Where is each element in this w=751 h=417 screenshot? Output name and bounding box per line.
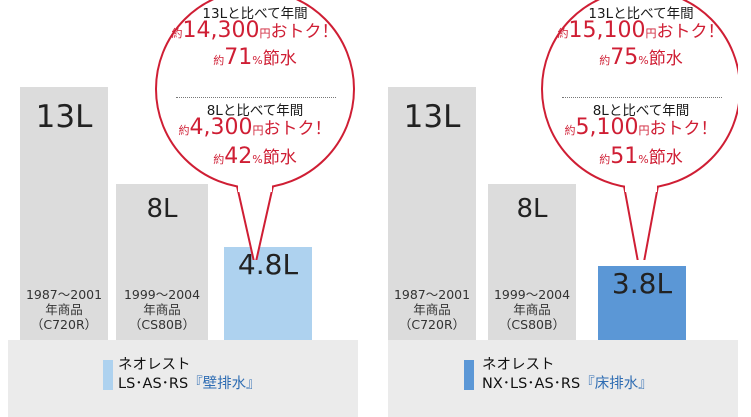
bar-neorest-right: 3.8L: [598, 266, 686, 340]
yen-unit: 円: [638, 124, 650, 137]
water-saving-percent: 42: [224, 144, 253, 169]
bar-category-label: 1987〜2001 年商品 （C720R）: [393, 287, 471, 332]
percent-unit: %: [638, 153, 649, 166]
yen-unit: 円: [252, 124, 264, 137]
water-saving-suffix: 節水: [262, 148, 297, 168]
bar-13l-right: 13L 1987〜2001 年商品 （C720R）: [388, 87, 476, 340]
approx-mark: 約: [599, 153, 611, 166]
percent-unit: %: [638, 54, 649, 67]
water-saving-suffix: 節水: [262, 49, 297, 69]
approx-mark: 約: [171, 27, 183, 40]
bar-value-label: 13L: [35, 99, 93, 135]
callout-water-saving-vs-13l: 約71%節水: [155, 44, 355, 70]
callout-divider: [562, 97, 722, 98]
bar-value-label: 13L: [403, 99, 461, 135]
legend-models: NX･LS･AS･RS: [482, 376, 581, 392]
bar-value-label: 8L: [146, 194, 178, 225]
saving-suffix: おトク！: [649, 119, 718, 139]
chart-panel-right: 13L 1987〜2001 年商品 （C720R） 8L 1999〜2004 年…: [388, 0, 738, 417]
percent-unit: %: [252, 54, 263, 67]
chart-base-left: [8, 340, 358, 417]
bar-value-label: 3.8L: [611, 267, 673, 301]
callout-water-saving-vs-13l: 約75%節水: [541, 44, 741, 70]
water-saving-percent: 51: [610, 144, 639, 169]
saving-amount: 14,300: [182, 18, 260, 43]
approx-mark: 約: [213, 153, 225, 166]
saving-suffix: おトク！: [270, 22, 339, 42]
water-saving-percent: 75: [610, 45, 639, 70]
callout-divider: [176, 97, 336, 98]
legend-swatch: [103, 360, 113, 390]
legend-drain-type: 『床排水』: [580, 376, 653, 392]
approx-mark: 約: [178, 124, 190, 137]
savings-callout-bubble-right: [541, 0, 738, 260]
yen-unit: 円: [645, 27, 657, 40]
legend-model-line: LS･AS･RS『壁排水』: [118, 372, 261, 393]
legend-product-name: ネオレスト: [482, 357, 555, 373]
bar-category-label: 1999〜2004 年商品 （CS80B）: [493, 286, 571, 332]
approx-mark: 約: [213, 54, 225, 67]
bar-category-label: 1987〜2001 年商品 （C720R）: [25, 287, 103, 332]
approx-mark: 約: [599, 54, 611, 67]
approx-mark: 約: [557, 27, 569, 40]
water-saving-suffix: 節水: [648, 49, 683, 69]
water-saving-percent: 71: [224, 45, 253, 70]
bar-value-label: 8L: [516, 194, 548, 225]
savings-callout-bubble-left: [155, 0, 355, 260]
approx-mark: 約: [564, 124, 576, 137]
callout-heading-vs-8l: 8Lと比べて年間: [206, 103, 304, 119]
bar-13l-left: 13L 1987〜2001 年商品 （C720R）: [20, 87, 108, 340]
callout-water-saving-vs-8l: 約42%節水: [155, 143, 355, 169]
bar-8l-right: 8L 1999〜2004 年商品 （CS80B）: [488, 184, 576, 340]
callout-money-saving-vs-8l: 約5,100円おトク！: [541, 114, 741, 140]
callout-heading-vs-13l: 13Lと比べて年間: [588, 6, 694, 22]
legend-model-line: NX･LS･AS･RS『床排水』: [482, 372, 653, 393]
chart-base-right: [388, 340, 738, 417]
bar-neorest-left: 4.8L: [224, 246, 312, 340]
saving-suffix: おトク！: [263, 119, 332, 139]
callout-money-saving-vs-13l: 約15,100円おトク！: [541, 17, 741, 43]
percent-unit: %: [252, 153, 263, 166]
bar-8l-left: 8L 1999〜2004 年商品 （CS80B）: [116, 184, 208, 340]
bar-value-label: 4.8L: [237, 247, 299, 281]
saving-amount: 15,100: [568, 18, 646, 43]
legend-swatch: [464, 360, 474, 390]
yen-unit: 円: [259, 27, 271, 40]
water-saving-suffix: 節水: [648, 148, 683, 168]
legend-product-name: ネオレスト: [118, 357, 191, 373]
legend-drain-type: 『壁排水』: [188, 376, 261, 392]
callout-money-saving-vs-13l: 約14,300円おトク！: [155, 17, 355, 43]
callout-money-saving-vs-8l: 約4,300円おトク！: [155, 114, 355, 140]
callout-water-saving-vs-8l: 約51%節水: [541, 143, 741, 169]
chart-panel-left: 13L 1987〜2001 年商品 （C720R） 8L 1999〜2004 年…: [8, 0, 358, 417]
saving-amount: 5,100: [575, 115, 639, 140]
saving-amount: 4,300: [189, 115, 253, 140]
saving-suffix: おトク！: [656, 22, 725, 42]
callout-heading-vs-13l: 13Lと比べて年間: [202, 6, 308, 22]
callout-heading-vs-8l: 8Lと比べて年間: [592, 103, 690, 119]
legend-models: LS･AS･RS: [118, 376, 189, 392]
bar-category-label: 1999〜2004 年商品 （CS80B）: [123, 286, 201, 332]
